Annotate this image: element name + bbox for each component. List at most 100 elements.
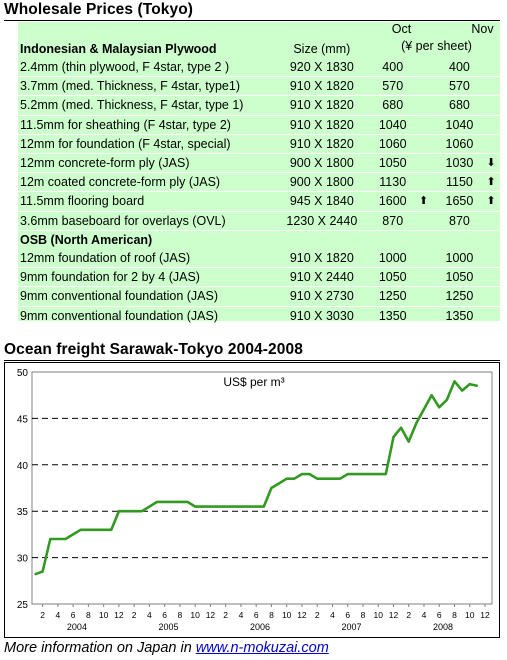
nov-price: 570 xyxy=(432,76,487,97)
price-table-header: Indonesian & Malaysian Plywood Size (mm)… xyxy=(18,22,500,58)
x-tick-label: 8 xyxy=(361,610,366,620)
nov-trend xyxy=(486,267,500,288)
price-table: Indonesian & Malaysian Plywood Size (mm)… xyxy=(18,22,500,326)
data-point xyxy=(255,505,257,508)
year-label: 2005 xyxy=(158,622,178,632)
x-tick-label: 6 xyxy=(254,610,259,620)
nov-price: 1060 xyxy=(432,134,487,155)
data-point xyxy=(461,389,463,392)
oct-price: 1000 xyxy=(366,249,419,269)
osb-category-heading: OSB (North American) xyxy=(20,232,153,247)
product-size: 910 X 2730 xyxy=(277,286,367,307)
nov-price: 1040 xyxy=(432,115,487,135)
data-point xyxy=(385,473,387,475)
product-description: 2.4mm (thin plywood, F 4star, type 2 ) xyxy=(18,58,278,78)
footer-note: More information on Japan in www.n-mokuz… xyxy=(4,640,329,656)
wholesale-title: Wholesale Prices (Tokyo) xyxy=(4,1,194,18)
data-point xyxy=(80,529,82,531)
product-description: 12m coated concrete-form ply (JAS) xyxy=(18,172,278,193)
website-link[interactable]: www.n-mokuzai.com xyxy=(195,640,329,656)
oct-trend xyxy=(418,249,433,269)
plywood-row: 12mm for foundation (F 4star, special) 91… xyxy=(18,134,500,155)
data-point xyxy=(316,477,319,480)
x-tick-label: 12 xyxy=(297,610,307,620)
product-size: 910 X 1820 xyxy=(277,95,367,116)
wholesale-title-rule xyxy=(4,20,500,21)
oct-trend xyxy=(418,95,433,116)
data-point xyxy=(186,501,189,503)
nov-price: 1030 xyxy=(432,153,487,174)
data-point xyxy=(324,477,326,480)
data-point xyxy=(202,505,204,508)
y-tick-label: 50 xyxy=(17,368,29,379)
data-point xyxy=(247,505,250,508)
oct-price: 400 xyxy=(366,58,419,78)
nov-trend xyxy=(486,95,500,116)
oct-price: 1040 xyxy=(366,115,419,135)
x-tick-label: 10 xyxy=(465,610,475,620)
data-point xyxy=(263,505,265,508)
data-point xyxy=(41,570,44,573)
product-size: 910 X 3030 xyxy=(277,306,367,326)
data-point xyxy=(362,473,364,475)
data-point xyxy=(217,505,219,508)
data-point xyxy=(72,533,74,536)
product-description: 11.5mm flooring board xyxy=(18,191,278,212)
size-column-header: Size (mm) xyxy=(293,41,351,56)
data-point xyxy=(438,406,441,409)
data-point xyxy=(270,487,273,489)
data-point xyxy=(232,505,235,508)
year-label: 2008 xyxy=(433,622,453,632)
data-point xyxy=(453,380,456,383)
oct-trend xyxy=(418,134,433,155)
osb-row: 9mm conventional foundation (JAS) 910 X 2… xyxy=(18,286,500,307)
osb-row: 12mm foundation of roof (JAS) 910 X 1820 1… xyxy=(18,249,500,269)
freight-chart: 25 30 35 40 45 50 2 4 6 8 10 12 2 4 6 8 10 12 2 4 6 8 10 12 2 4 6 8… xyxy=(4,362,500,638)
x-tick-label: 2 xyxy=(406,610,411,620)
x-tick-label: 6 xyxy=(71,610,76,620)
data-point xyxy=(240,505,242,508)
data-point xyxy=(468,383,471,385)
data-point xyxy=(148,505,151,508)
product-description: 12mm foundation of roof (JAS) xyxy=(18,249,278,269)
data-point xyxy=(446,399,448,401)
chart-unit-annotation: US$ per m³ xyxy=(223,375,284,389)
product-size: 900 X 1800 xyxy=(277,153,367,174)
nov-price: 400 xyxy=(432,58,487,78)
product-size: 910 X 1820 xyxy=(277,134,367,155)
x-tick-label: 4 xyxy=(330,610,335,620)
data-point xyxy=(476,385,479,387)
x-tick-label: 12 xyxy=(480,610,490,620)
data-point xyxy=(278,482,280,485)
year-label: 2007 xyxy=(342,622,362,632)
oct-price: 870 xyxy=(366,211,419,231)
y-tick-label: 25 xyxy=(17,600,29,611)
x-tick-label: 10 xyxy=(99,610,109,620)
oct-price: 1050 xyxy=(366,267,419,288)
plywood-row: 12m coated concrete-form ply (JAS) 900 X … xyxy=(18,172,500,193)
nov-trend xyxy=(486,58,500,78)
osb-category-row: OSB (North American) xyxy=(18,230,500,249)
x-tick-label: 12 xyxy=(389,610,399,620)
oct-price: 1130 xyxy=(366,172,419,193)
data-point xyxy=(301,473,303,475)
x-tick-label: 12 xyxy=(206,610,216,620)
x-tick-label: 4 xyxy=(239,610,244,620)
data-point xyxy=(331,477,334,480)
nov-up-arrow-icon: ⬆ xyxy=(486,172,500,193)
plywood-row: 12mm concrete-form ply (JAS) 900 X 1800 10… xyxy=(18,153,500,174)
x-tick-label: 8 xyxy=(269,610,274,620)
x-tick-label: 8 xyxy=(86,610,91,620)
product-description: 11.5mm for sheathing (F 4star, type 2) xyxy=(18,115,278,135)
data-point xyxy=(102,529,105,531)
data-point xyxy=(194,505,196,508)
data-point xyxy=(392,436,395,438)
nov-down-arrow-icon: ⬇ xyxy=(486,153,500,174)
nov-price: 1050 xyxy=(432,267,487,288)
data-point xyxy=(415,422,418,424)
x-tick-label: 10 xyxy=(373,610,383,620)
data-point xyxy=(133,510,135,512)
plywood-row: 3.6mm baseboard for overlays (OVL) 1230 X… xyxy=(18,211,500,231)
x-tick-label: 2 xyxy=(223,610,228,620)
x-tick-label: 4 xyxy=(56,610,61,620)
